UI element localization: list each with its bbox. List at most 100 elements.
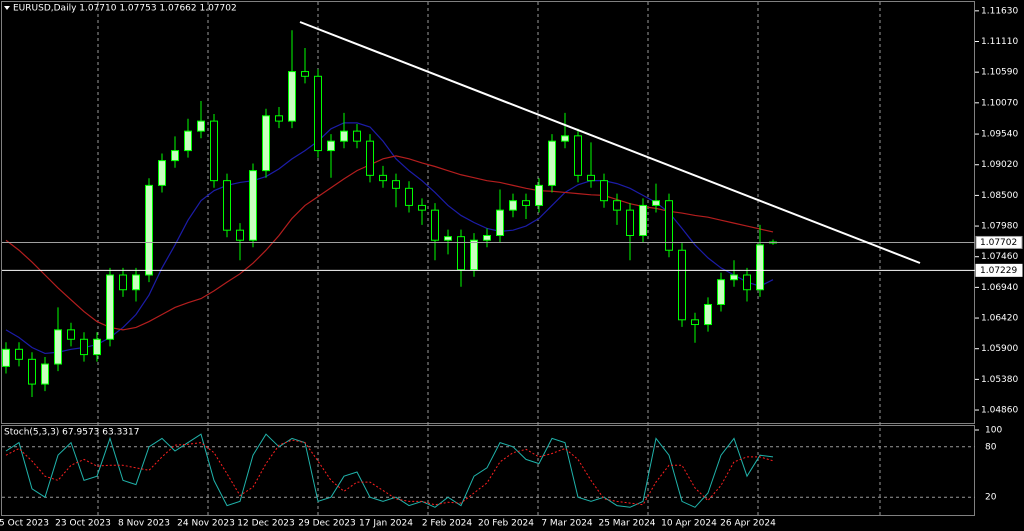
x-tick-label: 29 Dec 2023 <box>298 519 356 529</box>
price-label-box <box>975 235 1023 249</box>
candle-body <box>691 319 699 326</box>
candle-body <box>314 75 322 152</box>
x-tick-label: 10 Apr 2024 <box>661 519 717 529</box>
candle-body <box>431 209 439 241</box>
candle-body <box>509 200 517 211</box>
candle-body <box>197 120 205 132</box>
candle-body <box>145 184 153 276</box>
x-tick-label: 8 Nov 2023 <box>118 519 170 529</box>
candle-body <box>301 71 309 77</box>
y-tick-label: 1.10070 <box>981 98 1018 108</box>
y-tick-label: 1.08500 <box>981 191 1018 201</box>
candle-body <box>223 180 231 231</box>
candle-body <box>2 348 10 367</box>
chart-title: EURUSD,Daily 1.07710 1.07753 1.07662 1.0… <box>13 4 237 14</box>
candle-body <box>600 180 608 202</box>
y-tick-label: 100 <box>985 426 1002 436</box>
trend-line <box>299 21 921 264</box>
candle-body <box>470 239 478 271</box>
y-tick-label: 1.09540 <box>981 130 1018 140</box>
stoch-line <box>5 439 774 506</box>
candle-body <box>665 200 673 251</box>
candle-body <box>418 204 426 211</box>
x-tick-label: 24 Nov 2023 <box>177 519 235 529</box>
candle-body <box>639 204 647 236</box>
candle-body <box>210 120 218 182</box>
price-panel <box>2 30 975 398</box>
candle-body <box>119 274 127 291</box>
main-panel-frame <box>1 1 975 424</box>
candle-body <box>535 184 543 206</box>
candle-body <box>626 209 634 236</box>
y-tick-label: 1.06420 <box>981 314 1018 324</box>
moving-average <box>5 122 774 355</box>
candle-body <box>54 329 62 365</box>
candle-body <box>366 140 374 176</box>
candle-body <box>574 135 582 176</box>
candle-body <box>93 338 101 356</box>
x-tick-label: 26 Apr 2024 <box>720 519 776 529</box>
candle-body <box>80 338 88 356</box>
candle-body <box>132 274 140 291</box>
candle-body <box>457 236 465 271</box>
x-tick-label: 17 Jan 2024 <box>359 519 413 529</box>
candle-body <box>717 279 725 305</box>
x-tick-label: 7 Mar 2024 <box>541 519 593 529</box>
candle-body <box>587 174 595 182</box>
candle-body <box>678 249 686 321</box>
candle-body <box>184 130 192 152</box>
candle-body <box>353 130 361 142</box>
menu-arrow[interactable] <box>4 6 10 10</box>
candle-body <box>483 234 491 241</box>
y-tick-label: 80 <box>985 442 997 452</box>
candle-body <box>392 180 400 189</box>
candle-body <box>496 209 504 236</box>
candle-body <box>171 150 179 162</box>
stoch-panel-frame <box>1 425 975 516</box>
x-tick-label: 25 Mar 2024 <box>598 519 655 529</box>
x-tick-label: 23 Oct 2023 <box>55 519 111 529</box>
y-tick-label: 1.10590 <box>981 68 1018 78</box>
candle-body <box>158 160 166 186</box>
y-tick-label: 20 <box>985 493 997 503</box>
candle-body <box>15 348 23 360</box>
candle-body <box>704 303 712 326</box>
candle-body <box>444 236 452 241</box>
candle-body <box>28 358 36 385</box>
candle-body <box>561 135 569 142</box>
x-tick-label: 2 Feb 2024 <box>422 519 473 529</box>
y-tick-label: 1.11110 <box>981 37 1018 47</box>
candle-body <box>249 170 257 241</box>
candle-body <box>67 329 75 340</box>
candle-body <box>327 140 335 152</box>
y-tick-label: 1.05380 <box>981 375 1018 385</box>
x-tick-label: 5 Oct 2023 <box>0 519 49 529</box>
price-label: 1.07702 <box>980 238 1017 248</box>
y-tick-label: 1.11630 <box>981 6 1018 16</box>
x-tick-label: 12 Dec 2023 <box>237 519 295 529</box>
y-tick-label: 1.05900 <box>981 344 1018 354</box>
candle-body <box>288 71 296 122</box>
candle-body <box>275 115 283 122</box>
candle-body <box>41 363 49 385</box>
price-label-box <box>975 263 1023 277</box>
candle-body <box>730 274 738 281</box>
stoch-title: Stoch(5,3,3) 67.9573 63.3317 <box>4 428 139 438</box>
candle-body <box>106 274 114 340</box>
stoch-line <box>5 433 774 508</box>
candle-body <box>743 274 751 291</box>
candle-body <box>756 244 764 291</box>
y-tick-label: 1.04860 <box>981 406 1018 416</box>
y-tick-label: 1.06940 <box>981 283 1018 293</box>
candle-body <box>405 187 413 206</box>
candle-body <box>340 130 348 142</box>
candle-body <box>236 229 244 241</box>
candle-body <box>262 115 270 172</box>
axes: 1.11630 1.11110 1.10590 1.10070 1.09540 1.090… <box>0 6 1023 529</box>
candle-body <box>652 200 660 206</box>
stoch-panel <box>2 433 975 508</box>
candle-body <box>522 200 530 206</box>
